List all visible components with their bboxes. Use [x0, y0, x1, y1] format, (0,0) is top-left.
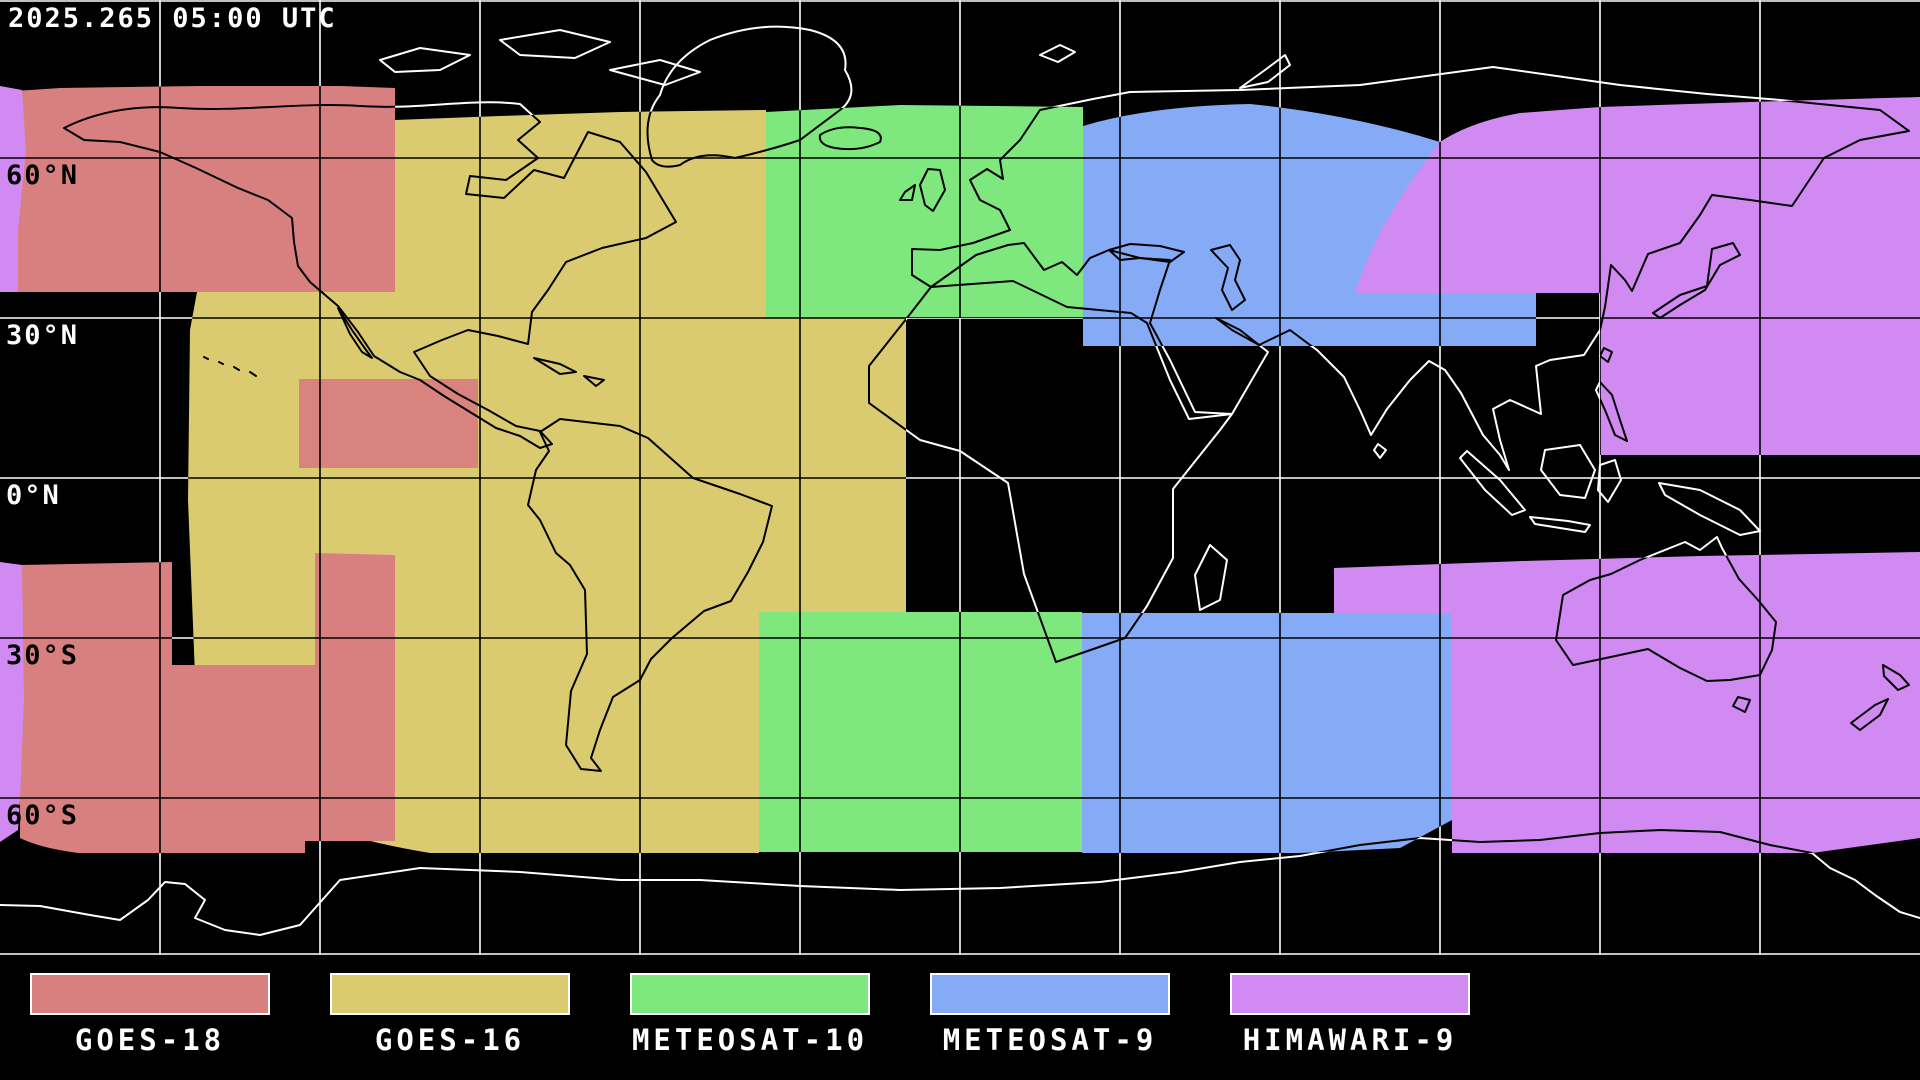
legend-item-goes16: GOES-16	[330, 973, 570, 1057]
coverage-himawari9-wrap-north	[0, 86, 26, 292]
coverage-goes18-north	[0, 86, 395, 292]
lat-label-60s: 60°S	[6, 800, 80, 831]
coverage-himawari9-wrap-south	[0, 562, 24, 842]
legend-item-himawari9: HIMAWARI-9	[1230, 973, 1470, 1057]
legend-label-goes18: GOES-18	[74, 1023, 226, 1057]
legend-item-meteosat10: METEOSAT-10	[630, 973, 870, 1057]
coverage-meteosat10-south	[759, 612, 1082, 852]
coverage-goes18-mesoscale	[299, 379, 478, 468]
legend-label-himawari9: HIMAWARI-9	[1242, 1023, 1458, 1057]
lat-label-30n: 30°N	[6, 320, 80, 351]
legend-swatch-1	[330, 973, 570, 1015]
legend: GOES-18 GOES-16 METEOSAT-10 METEOSAT-9 H…	[0, 955, 1920, 1080]
legend-swatch-2	[630, 973, 870, 1015]
coverage-himawari9-south	[1334, 552, 1920, 853]
coverage-goes18-south	[20, 553, 395, 853]
legend-swatch-4	[1230, 973, 1470, 1015]
legend-label-goes16: GOES-16	[374, 1023, 526, 1057]
lat-label-0n: 0°N	[6, 480, 61, 511]
legend-label-meteosat10: METEOSAT-10	[631, 1023, 869, 1057]
lat-label-30s: 30°S	[6, 640, 80, 671]
legend-item-meteosat9: METEOSAT-9	[930, 973, 1170, 1057]
timestamp-label: 2025.265 05:00 UTC	[8, 3, 337, 34]
world-coverage-map: 2025.265 05:00 UTC 60°N 30°N 0°N 30°S 60…	[0, 0, 1920, 955]
coverage-meteosat10-north	[766, 105, 1083, 318]
legend-swatch-3	[930, 973, 1170, 1015]
legend-label-meteosat9: METEOSAT-9	[942, 1023, 1158, 1057]
coverage-map-svg	[0, 0, 1920, 955]
legend-swatch-0	[30, 973, 270, 1015]
coverage-meteosat9-south	[1082, 613, 1452, 853]
legend-item-goes18: GOES-18	[30, 973, 270, 1057]
lat-label-60n: 60°N	[6, 160, 80, 191]
